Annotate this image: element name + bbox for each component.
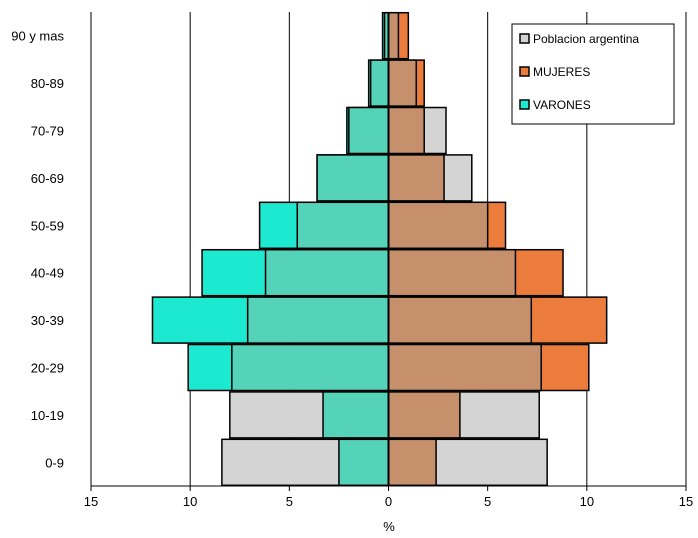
legend-entry: MUJERES — [533, 65, 590, 79]
legend-box — [511, 23, 675, 125]
bar-mujeres-overlap — [387, 59, 418, 107]
bar-mujeres-overlap — [387, 106, 425, 155]
y-tick-label: 0-9 — [45, 455, 64, 470]
bar-varones-overlap — [348, 106, 390, 155]
y-tick-label: 20-29 — [31, 361, 64, 376]
bar-mujeres-overlap — [387, 201, 489, 250]
y-tick-label: 60-69 — [31, 171, 64, 186]
y-tick-label: 70-79 — [31, 124, 64, 139]
x-tick-label: 0 — [385, 494, 392, 509]
x-tick-label: 5 — [286, 494, 293, 509]
legend-entry: VARONES — [533, 98, 591, 112]
legend: Poblacion argentina MUJERES VARONES — [511, 23, 675, 125]
bar-varones-overlap — [338, 438, 390, 487]
y-tick-label: 90 y mas — [11, 29, 64, 44]
axes-layer: 15 10 5 0 5 10 15 90 y mas 80-89 70-79 60-69 50-59 4… — [11, 12, 693, 509]
x-tick-label: 15 — [679, 494, 693, 509]
x-axis-label: % — [383, 519, 395, 534]
legend-swatch — [519, 33, 530, 44]
bar-mujeres-overlap — [387, 296, 533, 344]
bar-varones-overlap — [369, 59, 390, 107]
y-tick-label: 80-89 — [31, 76, 64, 91]
bar-mujeres-overlap — [387, 11, 400, 60]
x-tick-label: 10 — [580, 494, 594, 509]
y-tick-label: 40-49 — [31, 266, 64, 281]
y-tick-label: 30-39 — [31, 313, 64, 328]
bar-varones-overlap — [322, 391, 390, 439]
legend-entry: Poblacion argentina — [533, 32, 639, 46]
legend-swatch — [519, 66, 530, 77]
bar-mujeres-overlap — [387, 343, 542, 392]
bar-varones-overlap — [316, 154, 390, 202]
x-tick-label: 15 — [84, 494, 98, 509]
bar-varones-overlap — [296, 201, 390, 250]
x-tick-label: 5 — [484, 494, 491, 509]
bar-varones-overlap — [246, 296, 390, 344]
bar-mujeres-overlap — [387, 438, 437, 487]
bar-mujeres-overlap — [387, 154, 445, 202]
x-tick-label: 10 — [183, 494, 197, 509]
legend-swatch — [519, 99, 530, 110]
bars-layer — [151, 11, 608, 487]
bar-varones-overlap — [231, 343, 390, 392]
y-tick-label: 50-59 — [31, 218, 64, 233]
bar-varones-overlap — [264, 248, 390, 297]
bar-mujeres-overlap — [387, 391, 461, 439]
y-tick-label: 10-19 — [31, 408, 64, 423]
bar-mujeres-overlap — [387, 248, 517, 297]
